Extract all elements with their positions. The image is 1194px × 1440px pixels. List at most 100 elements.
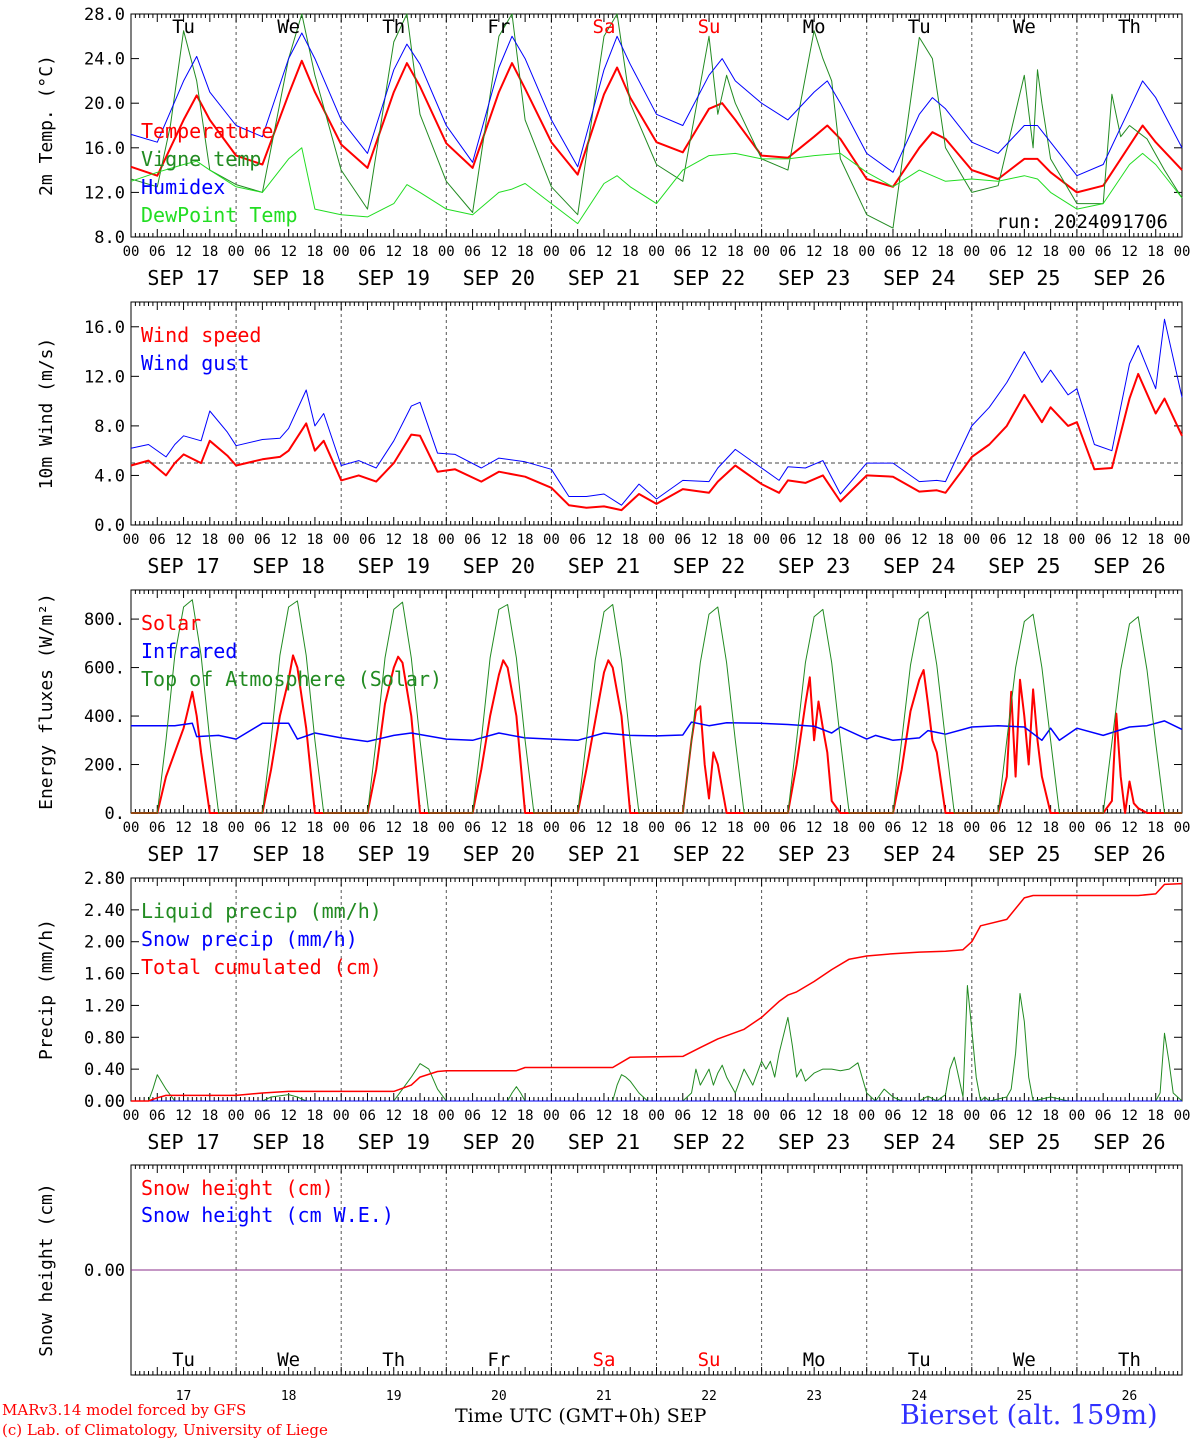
hour-label: 00 [333,1108,350,1124]
day-number: 22 [701,1389,717,1404]
hour-label: 06 [674,820,691,836]
hour-label: 00 [228,820,245,836]
hour-label: 12 [280,244,297,260]
station-title: Bierset (alt. 159m) [900,1400,1158,1431]
hour-label: 18 [832,1108,849,1124]
date-label: SEP 22 [673,554,745,578]
hour-label: 00 [438,244,455,260]
hour-label: 00 [123,1108,140,1124]
hour-label: 12 [806,244,823,260]
hour-label: 00 [333,244,350,260]
panel-precip: 0.00 0.40 0.80 1.20 1.60 2.00 2.40 2.80 Precip (… [36,869,1190,1154]
hour-label: 12 [1121,532,1138,548]
legend-entry: Wind speed [141,323,261,347]
hour-label: 12 [911,244,928,260]
date-label: SEP 18 [253,842,325,866]
date-label: SEP 24 [883,1130,955,1154]
hour-label: 00 [228,244,245,260]
hour-label: 00 [123,532,140,548]
series-precip-0 [131,985,1183,1102]
date-label: SEP 24 [883,266,955,290]
date-label: SEP 23 [778,1130,850,1154]
hour-label: 18 [517,820,534,836]
hour-label: 06 [359,1108,376,1124]
hour-label: 18 [1042,532,1059,548]
month-label: SEP [666,1405,707,1427]
hour-label: 18 [1147,820,1164,836]
date-label: SEP 19 [358,266,430,290]
hour-label: 00 [1174,820,1191,836]
date-label: SEP 20 [463,266,535,290]
run-annotation: run: 2024091706 [996,211,1168,233]
date-label: SEP 19 [358,1130,430,1154]
hour-label: 06 [779,244,796,260]
y-tick-label: 2.40 [84,901,125,921]
hour-label: 06 [885,532,902,548]
date-label: SEP 21 [568,266,640,290]
hour-label: 18 [937,1108,954,1124]
series-wind-0 [130,372,1183,512]
day-name: Sa [593,16,616,38]
y-tick-label: 400. [84,707,125,727]
hour-label: 06 [674,244,691,260]
hour-label: 12 [806,820,823,836]
series-temp-0 [130,59,1183,194]
date-label: SEP 21 [568,554,640,578]
hour-label: 18 [412,820,429,836]
hour-label: 00 [1068,820,1085,836]
date-label: SEP 26 [1093,266,1165,290]
hour-label: 06 [779,1108,796,1124]
hour-label: 12 [701,532,718,548]
hour-label: 00 [753,1108,770,1124]
hour-label: 00 [438,532,455,548]
date-label: SEP 25 [988,1130,1060,1154]
hour-label: 06 [569,1108,586,1124]
hour-label: 00 [963,1108,980,1124]
hour-label: 06 [990,532,1007,548]
hour-label: 00 [963,820,980,836]
day-name: Fr [487,1349,510,1371]
hour-label: 00 [543,1108,560,1124]
hour-label: 12 [175,820,192,836]
date-label: SEP 20 [463,842,535,866]
y-tick-label: 0.00 [84,1261,125,1281]
hour-label: 00 [543,532,560,548]
hour-label: 18 [306,244,323,260]
date-label: SEP 24 [883,554,955,578]
hour-label: 18 [937,820,954,836]
date-label: SEP 26 [1093,842,1165,866]
hour-label: 18 [201,532,218,548]
date-label: SEP 18 [253,266,325,290]
hour-label: 18 [412,1108,429,1124]
hour-label: 06 [1095,820,1112,836]
y-axis-label: 10m Wind (m/s) [36,338,57,490]
hour-label: 18 [412,532,429,548]
hour-label: 00 [228,532,245,548]
day-name: Mo [803,16,826,38]
y-tick-label: 12.0 [84,367,125,387]
hour-label: 06 [990,1108,1007,1124]
y-tick-label: 0.00 [84,1092,125,1112]
date-label: SEP 20 [463,1130,535,1154]
day-name: We [277,1349,300,1371]
hour-label: 18 [1042,820,1059,836]
y-tick-label: 12.0 [84,183,125,203]
legend-entry: Snow height (cm W.E.) [141,1203,394,1227]
series-flux-1 [131,720,1183,743]
date-label: SEP 25 [988,266,1060,290]
hour-label: 18 [727,532,744,548]
hour-label: 06 [779,532,796,548]
hour-label: 06 [464,820,481,836]
hour-label: 00 [1068,244,1085,260]
y-tick-label: 600. [84,659,125,679]
y-tick-label: 0.0 [94,516,125,536]
hour-label: 06 [990,244,1007,260]
hour-label: 18 [306,1108,323,1124]
y-axis-label: Precip (mm/h) [36,919,57,1060]
model-line: MARv3.14 model forced by GFS [2,1401,247,1419]
date-label: SEP 23 [778,554,850,578]
date-label: SEP 18 [253,554,325,578]
day-name: Tu [908,16,931,38]
hour-label: 00 [1174,1108,1191,1124]
